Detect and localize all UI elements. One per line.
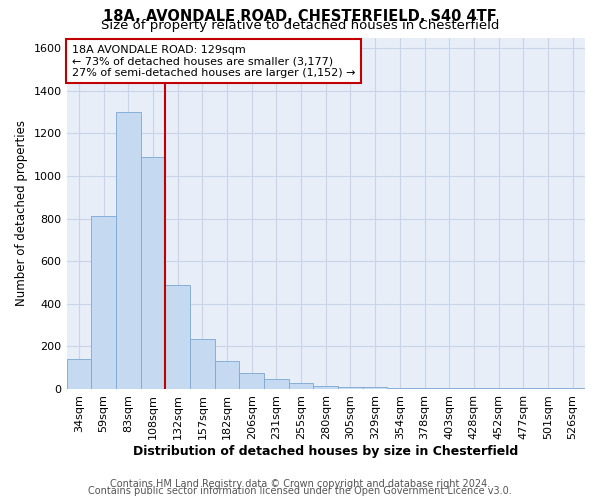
Bar: [140, 157, 165, 389]
Bar: [461, 388, 486, 389]
Bar: [165, 284, 190, 389]
Bar: [313, 386, 338, 389]
Bar: [338, 387, 363, 389]
Bar: [190, 339, 215, 389]
Text: Contains public sector information licensed under the Open Government Licence v3: Contains public sector information licen…: [88, 486, 512, 496]
Text: Contains HM Land Registry data © Crown copyright and database right 2024.: Contains HM Land Registry data © Crown c…: [110, 479, 490, 489]
Bar: [363, 388, 388, 389]
Bar: [511, 388, 536, 389]
Bar: [67, 359, 91, 389]
Text: Size of property relative to detached houses in Chesterfield: Size of property relative to detached ho…: [101, 19, 499, 32]
Bar: [560, 388, 585, 389]
Bar: [388, 388, 412, 389]
X-axis label: Distribution of detached houses by size in Chesterfield: Distribution of detached houses by size …: [133, 444, 518, 458]
Bar: [264, 380, 289, 389]
Bar: [412, 388, 437, 389]
Text: 18A AVONDALE ROAD: 129sqm
← 73% of detached houses are smaller (3,177)
27% of se: 18A AVONDALE ROAD: 129sqm ← 73% of detac…: [72, 44, 355, 78]
Text: 18A, AVONDALE ROAD, CHESTERFIELD, S40 4TF: 18A, AVONDALE ROAD, CHESTERFIELD, S40 4T…: [103, 9, 497, 24]
Bar: [116, 112, 140, 389]
Bar: [437, 388, 461, 389]
Bar: [239, 373, 264, 389]
Bar: [91, 216, 116, 389]
Bar: [289, 383, 313, 389]
Bar: [486, 388, 511, 389]
Y-axis label: Number of detached properties: Number of detached properties: [15, 120, 28, 306]
Bar: [215, 362, 239, 389]
Bar: [536, 388, 560, 389]
